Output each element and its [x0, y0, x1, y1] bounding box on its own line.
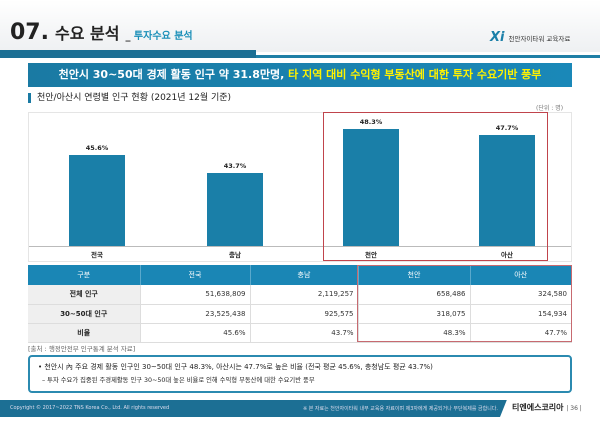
source-note: [출처 : 행정안전부 인구통계 분석 자료]: [28, 345, 136, 353]
footer-bar: [0, 400, 600, 417]
section-title: 천안/아산시 연령별 인구 현황 (2021년 12월 기준): [28, 93, 231, 103]
category-label: 충남: [229, 251, 241, 259]
value-label: 45.6%: [85, 143, 109, 152]
bar-아산: [479, 134, 535, 246]
page-number: | 36 |: [566, 405, 582, 412]
category-label: 아산: [501, 251, 513, 259]
logo-group: Xi 천안자이타워 교육자료: [490, 30, 570, 45]
col-header: 아산: [470, 265, 572, 285]
logo-text: 천안자이타워 교육자료: [508, 34, 571, 43]
bar-천안: [343, 129, 399, 246]
value-label: 47.7%: [495, 123, 519, 132]
bar-chart: 45.6% 전국 43.7% 충남 48.3% 천안 47.7% 아산: [28, 112, 572, 262]
summary-line: • 천안시 內 주요 경제 활동 인구인 30~50대 인구 48.3%, 아산…: [38, 363, 433, 371]
table-cell: 45.6%: [140, 323, 251, 343]
category-label: 천안: [365, 251, 377, 259]
row-header: 비율: [28, 323, 141, 343]
subtitle-text: 투자수요 분석: [133, 31, 193, 42]
category-label: 전국: [91, 251, 103, 259]
header-background: [0, 0, 600, 52]
headline-banner: 천안시 30~50대 경제 활동 인구 약 31.8만명, 타 지역 대비 수익…: [28, 63, 572, 87]
x-axis: [29, 246, 571, 247]
summary-box: • 천안시 內 주요 경제 활동 인구인 30~50대 인구 48.3%, 아산…: [28, 355, 572, 393]
unit-label: (단위 : 명): [536, 105, 564, 112]
bar-충남: [207, 172, 263, 246]
value-label: 48.3%: [359, 118, 383, 126]
header-rule-dark: [0, 50, 256, 58]
disclaimer: ※ 본 자료는 천안자이타워 내부 교육용 자료이며 제3자에게 제공되거나 무…: [302, 406, 498, 412]
headline-highlight: 타 지역 대비 수익형 부동산에 대한 투자 수요기반 풍부: [288, 68, 542, 81]
table-cell: 23,525,438: [140, 304, 251, 324]
page-title: 수요 분석: [54, 24, 120, 43]
col-header: 천안: [358, 265, 471, 285]
chapter-number: 07.: [10, 20, 49, 45]
row-header: 30~50대 인구: [28, 304, 141, 324]
value-label: 43.7%: [223, 161, 247, 170]
table-row: 30~50대 인구 23,525,438 925,575 318,075 154,934: [28, 304, 572, 324]
page-subtitle: _ 투자수요 분석: [125, 27, 192, 42]
separator: _: [125, 31, 131, 42]
population-table: 구분 전국 충남 천안 아산 전체 인구 51,638,809 2,119,257 6…: [28, 265, 572, 343]
table-cell: 43.7%: [250, 323, 359, 343]
table-cell: 925,575: [250, 304, 359, 324]
summary-subline: – 투자 수요가 집중된 주경제활동 인구 30~50대 높은 비율로 인해 수…: [42, 377, 315, 384]
title-row: 07. 수요 분석 _ 투자수요 분석: [10, 20, 193, 45]
col-header: 전국: [140, 265, 251, 285]
col-header: 충남: [250, 265, 359, 285]
table-cell: 658,486: [358, 285, 471, 305]
col-header: 구분: [28, 265, 141, 285]
xi-logo: Xi: [490, 30, 505, 45]
copyright: Copyright © 2017~2022 TNS Korea Co., Ltd…: [10, 405, 170, 411]
highlight-box: [323, 112, 548, 261]
header-rule: [256, 55, 600, 58]
footer-text: Copyright © 2017~2022 TNS Korea Co., Ltd…: [10, 405, 498, 412]
table-row: 전체 인구 51,638,809 2,119,257 658,486 324,580: [28, 285, 572, 305]
table-header: 구분 전국 충남 천안 아산: [28, 265, 572, 285]
table-cell: 51,638,809: [140, 285, 251, 305]
table-highlight-box: [357, 265, 572, 342]
company-name: 티엔에스코리아: [512, 403, 564, 412]
table-row: 비율 45.6% 43.7% 48.3% 47.7%: [28, 323, 572, 343]
table-cell: 318,075: [358, 304, 471, 324]
table-cell: 2,119,257: [250, 285, 359, 305]
row-header: 전체 인구: [28, 285, 141, 305]
company-logo: 티엔에스코리아 | 36 |: [500, 397, 600, 417]
headline-text: 천안시 30~50대 경제 활동 인구 약 31.8만명,: [58, 68, 289, 81]
bar-전국: [69, 154, 125, 246]
